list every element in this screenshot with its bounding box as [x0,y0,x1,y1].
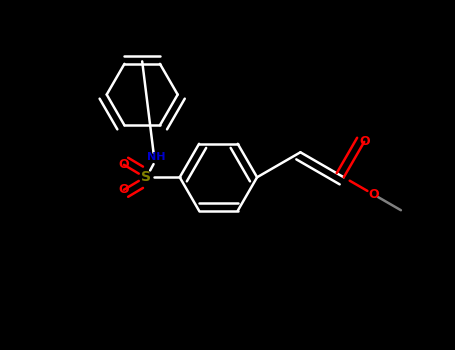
Text: NH: NH [147,152,165,162]
Text: S: S [141,170,151,184]
Text: O: O [119,183,129,196]
Text: O: O [359,135,369,148]
Text: O: O [119,158,129,171]
Text: O: O [368,188,379,201]
